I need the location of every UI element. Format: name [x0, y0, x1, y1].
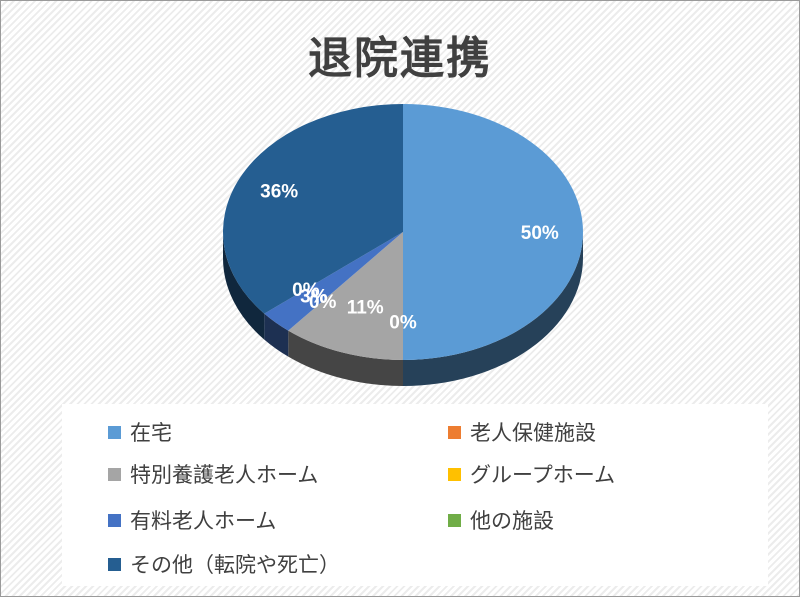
data-label-2: 11%	[347, 298, 384, 319]
legend-item-tokuyo[interactable]: 特別養護老人ホーム	[108, 459, 318, 489]
pie-side-2	[288, 330, 403, 386]
legend: 在宅 老人保健施設 特別養護老人ホーム グループホーム 有料老人ホーム 他の施設…	[62, 404, 768, 586]
pie-slices	[223, 104, 583, 360]
pie-slice-0[interactable]	[403, 104, 583, 360]
legend-swatch	[108, 513, 121, 527]
legend-item-zaitaku[interactable]: 在宅	[108, 417, 172, 447]
pie-slice-2[interactable]	[288, 232, 403, 360]
data-label-6: 36%	[260, 182, 298, 203]
data-label-0: 50%	[521, 223, 559, 244]
pie-side-walls	[223, 232, 583, 386]
data-labels: 50%0%11%0%3%0%36%	[260, 182, 559, 334]
legend-label: その他（転院や死亡）	[130, 553, 340, 577]
legend-item-group-home[interactable]: グループホーム	[448, 459, 615, 489]
legend-label: 在宅	[130, 421, 172, 445]
pie-slice-4[interactable]	[264, 232, 403, 331]
legend-item-other-facility[interactable]: 他の施設	[448, 505, 554, 535]
chart-title: 退院連携	[308, 33, 492, 84]
legend-item-yuryo[interactable]: 有料老人ホーム	[108, 505, 276, 535]
legend-swatch	[108, 467, 121, 481]
data-label-5: 0%	[292, 280, 320, 301]
legend-label: 特別養護老人ホーム	[130, 463, 319, 487]
legend-swatch	[108, 557, 121, 571]
legend-label: 有料老人ホーム	[130, 509, 277, 533]
data-label-3: 0%	[309, 292, 337, 313]
pie-side-6	[223, 232, 265, 340]
pie-slice-6[interactable]	[223, 104, 403, 314]
legend-label: グループホーム	[470, 463, 616, 487]
legend-item-rojin-hoken[interactable]: 老人保健施設	[448, 417, 596, 447]
legend-label: 他の施設	[470, 509, 554, 533]
legend-item-sonota[interactable]: その他（転院や死亡）	[108, 549, 340, 579]
legend-label: 老人保健施設	[470, 421, 596, 445]
legend-swatch	[108, 425, 121, 439]
legend-swatch	[448, 513, 461, 527]
pie-side-0	[403, 232, 583, 386]
legend-swatch	[448, 467, 461, 481]
pie-side-4	[264, 313, 289, 357]
legend-swatch	[448, 425, 461, 439]
data-label-4: 3%	[300, 286, 328, 307]
data-label-1: 0%	[389, 313, 417, 334]
